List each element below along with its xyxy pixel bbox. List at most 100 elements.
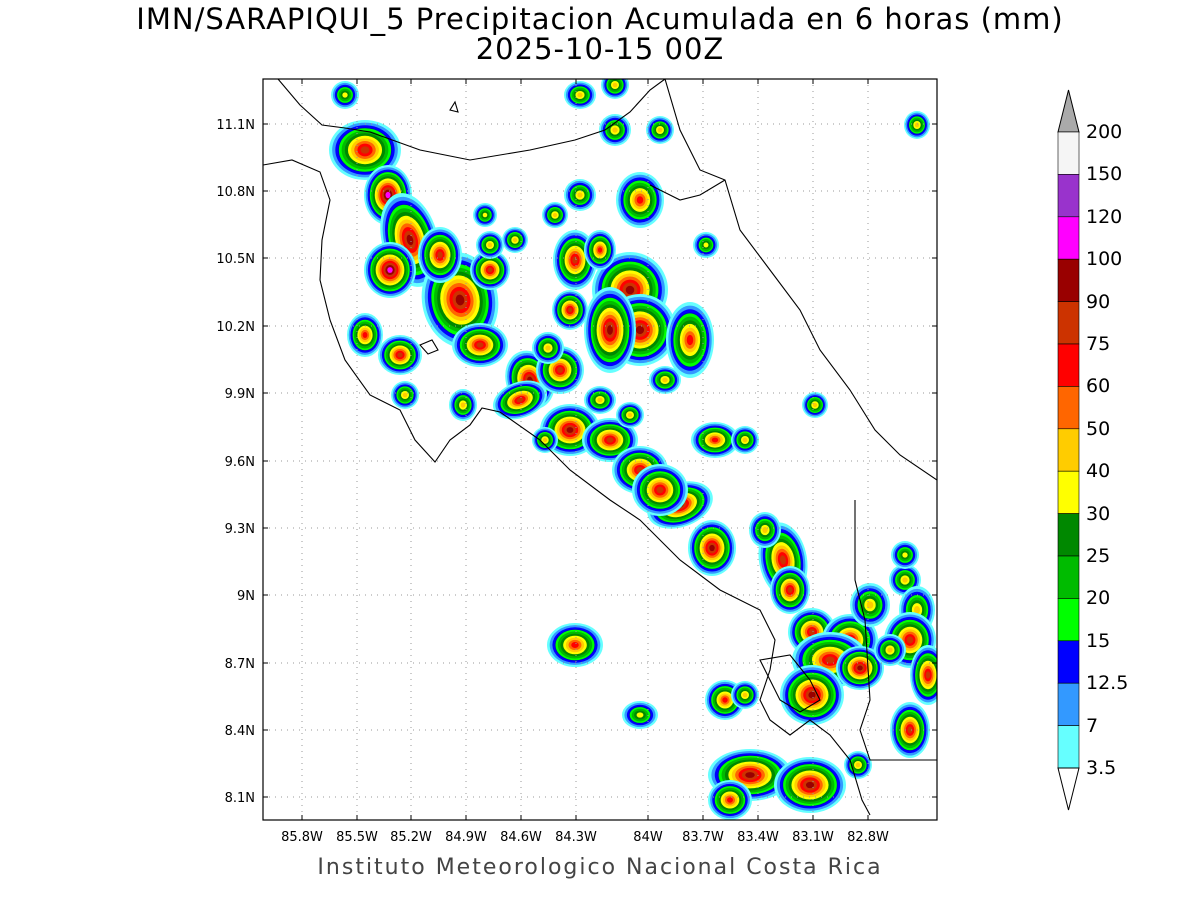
precip-cell	[632, 464, 688, 516]
colorbar-label: 200	[1086, 121, 1123, 143]
colorbar-label: 7	[1086, 714, 1099, 737]
x-tick-label: 82.8W	[847, 830, 889, 845]
x-tick-label: 83.1W	[792, 830, 834, 845]
footer-credit: Instituto Meteorologico Nacional Costa R…	[317, 855, 883, 880]
colorbar-over-arrow	[1057, 89, 1080, 133]
y-tick-label: 11.1N	[216, 118, 255, 133]
colorbar-segment	[1057, 386, 1080, 430]
precip-cell	[774, 757, 846, 813]
precip-cell	[584, 230, 616, 270]
colorbar-segment	[1057, 131, 1080, 175]
colorbar-label: 50	[1086, 417, 1111, 440]
y-tick-label: 9.3N	[225, 522, 255, 537]
y-tick-label: 10.2N	[216, 320, 255, 335]
precip-cell	[910, 645, 937, 705]
precip-cell	[564, 179, 596, 211]
precip-cell	[874, 634, 906, 666]
precip-cell	[542, 202, 568, 228]
precip-cell	[749, 512, 781, 548]
colorbar-under-arrow	[1057, 767, 1080, 811]
precip-cell	[802, 392, 828, 418]
colorbar-label: 20	[1086, 587, 1111, 610]
colorbar-label: 90	[1086, 290, 1111, 313]
x-tick-label: 83.7W	[682, 830, 724, 845]
precip-cell	[770, 566, 810, 614]
colorbar-segment	[1057, 513, 1080, 557]
precip-cell	[780, 665, 844, 725]
map-title: IMN/SARAPIQUI_5 Precipitacion Acumulada …	[136, 2, 1064, 36]
precip-cell	[890, 702, 930, 758]
colorbar-segment	[1057, 555, 1080, 599]
precip-cell	[532, 332, 564, 364]
x-tick-label: 85.5W	[336, 830, 378, 845]
coastline-borders	[263, 79, 937, 816]
y-tick-label: 8.4N	[225, 724, 255, 739]
precip-cell	[331, 81, 359, 109]
y-tick-label: 9N	[237, 589, 255, 604]
precip-cell	[347, 313, 383, 357]
x-tick-label: 83.4W	[737, 830, 779, 845]
precip-cell	[731, 426, 759, 454]
colorbar-label: 30	[1086, 502, 1111, 525]
colorbar-segment	[1057, 174, 1080, 218]
y-tick-label: 8.1N	[225, 791, 255, 806]
precip-cell	[364, 242, 416, 298]
precip-cell	[547, 623, 603, 667]
colorbar-segment	[1057, 682, 1080, 726]
y-tick-label: 8.7N	[225, 657, 255, 672]
x-tick-label: 84.3W	[555, 830, 597, 845]
colorbar	[1057, 89, 1080, 811]
colorbar-segment	[1057, 428, 1080, 472]
precip-cell	[646, 116, 674, 144]
colorbar-label: 25	[1086, 545, 1111, 567]
colorbar-segment	[1057, 301, 1080, 345]
colorbar-label: 12.5	[1086, 672, 1129, 695]
precipitation-field	[329, 79, 937, 820]
precip-cell	[378, 335, 422, 375]
precip-cell	[691, 422, 739, 458]
precip-cell	[473, 203, 497, 227]
map-datetime: 2025-10-15 00Z	[475, 32, 725, 66]
precip-cell	[622, 701, 658, 729]
y-tick-label: 10.8N	[216, 185, 255, 200]
colorbar-label: 40	[1086, 460, 1111, 483]
precip-cell	[666, 302, 714, 378]
precip-cell	[731, 681, 759, 709]
colorbar-label: 150	[1086, 163, 1123, 186]
y-tick-label: 9.6N	[225, 455, 255, 470]
precip-cell	[601, 79, 629, 99]
precip-cell	[391, 381, 419, 409]
colorbar-segment	[1057, 598, 1080, 642]
x-tick-label: 85.8W	[281, 830, 323, 845]
y-axis-ticks: 11.1N 10.8N 10.5N 10.2N 9.9N 9.6N 9.3N 9N 8.7N 8.…	[216, 118, 937, 806]
precip-cell	[844, 751, 872, 779]
x-tick-label: 85.2W	[390, 830, 432, 845]
colorbar-segment	[1057, 343, 1080, 387]
colorbar-label: 75	[1086, 333, 1111, 355]
precip-cell	[502, 227, 528, 253]
x-tick-label: 84W	[633, 830, 663, 845]
colorbar-segment	[1057, 258, 1080, 302]
colorbar-segment	[1057, 640, 1080, 684]
precip-cell	[599, 114, 631, 146]
colorbar-segment	[1057, 725, 1080, 769]
precip-cell	[708, 780, 752, 820]
colorbar-label: 100	[1086, 248, 1123, 271]
x-tick-label: 84.6W	[500, 830, 542, 845]
precip-cell	[584, 287, 636, 373]
precip-cell	[649, 366, 681, 394]
precip-cell	[552, 290, 588, 330]
precip-cell	[470, 250, 510, 290]
plot-frame	[262, 78, 938, 821]
precip-cell	[836, 646, 884, 690]
precip-cell	[452, 323, 508, 367]
precip-cell	[449, 389, 477, 421]
precip-cell	[532, 427, 558, 453]
y-tick-label: 9.9N	[225, 387, 255, 402]
precip-cell	[616, 402, 644, 428]
colorbar-label: 60	[1086, 375, 1111, 398]
colorbar-segment	[1057, 216, 1080, 260]
x-tick-label: 84.9W	[445, 830, 487, 845]
precip-cell	[584, 386, 616, 414]
